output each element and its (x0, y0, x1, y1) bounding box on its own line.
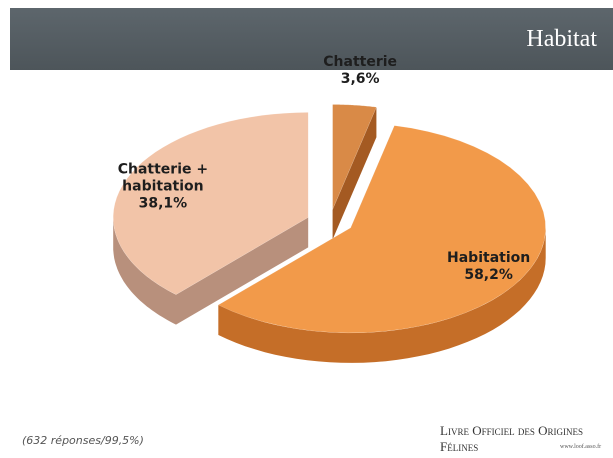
logo-url: www.loof.asso.fr (560, 444, 602, 450)
category-label: Chatterie (323, 54, 398, 71)
slice-wall (218, 227, 546, 363)
footnote: (632 réponses/99,5%) (22, 434, 144, 447)
value-label: 3,6% (340, 71, 380, 88)
category-label: Habitation (447, 250, 531, 267)
value-label: 58,2% (464, 267, 513, 284)
slice-label: Habitation 58,2% (434, 250, 544, 284)
slice (332, 104, 377, 210)
slice (217, 125, 546, 334)
logo-text: Livre Officiel des Origines Félines (440, 423, 583, 454)
chart-title: Habitat (526, 26, 597, 52)
slice-wall (113, 217, 176, 325)
header-band: Habitat (10, 8, 613, 70)
slice-cut (176, 217, 309, 325)
slice-label: Chatterie 3,6% (305, 54, 415, 88)
slice (112, 112, 309, 295)
slice-cut (332, 107, 377, 240)
slice-label: Chatterie + habitation 38,1% (108, 161, 218, 212)
value-label: 38,1% (138, 195, 188, 212)
category-label: Chatterie + habitation (117, 161, 209, 195)
